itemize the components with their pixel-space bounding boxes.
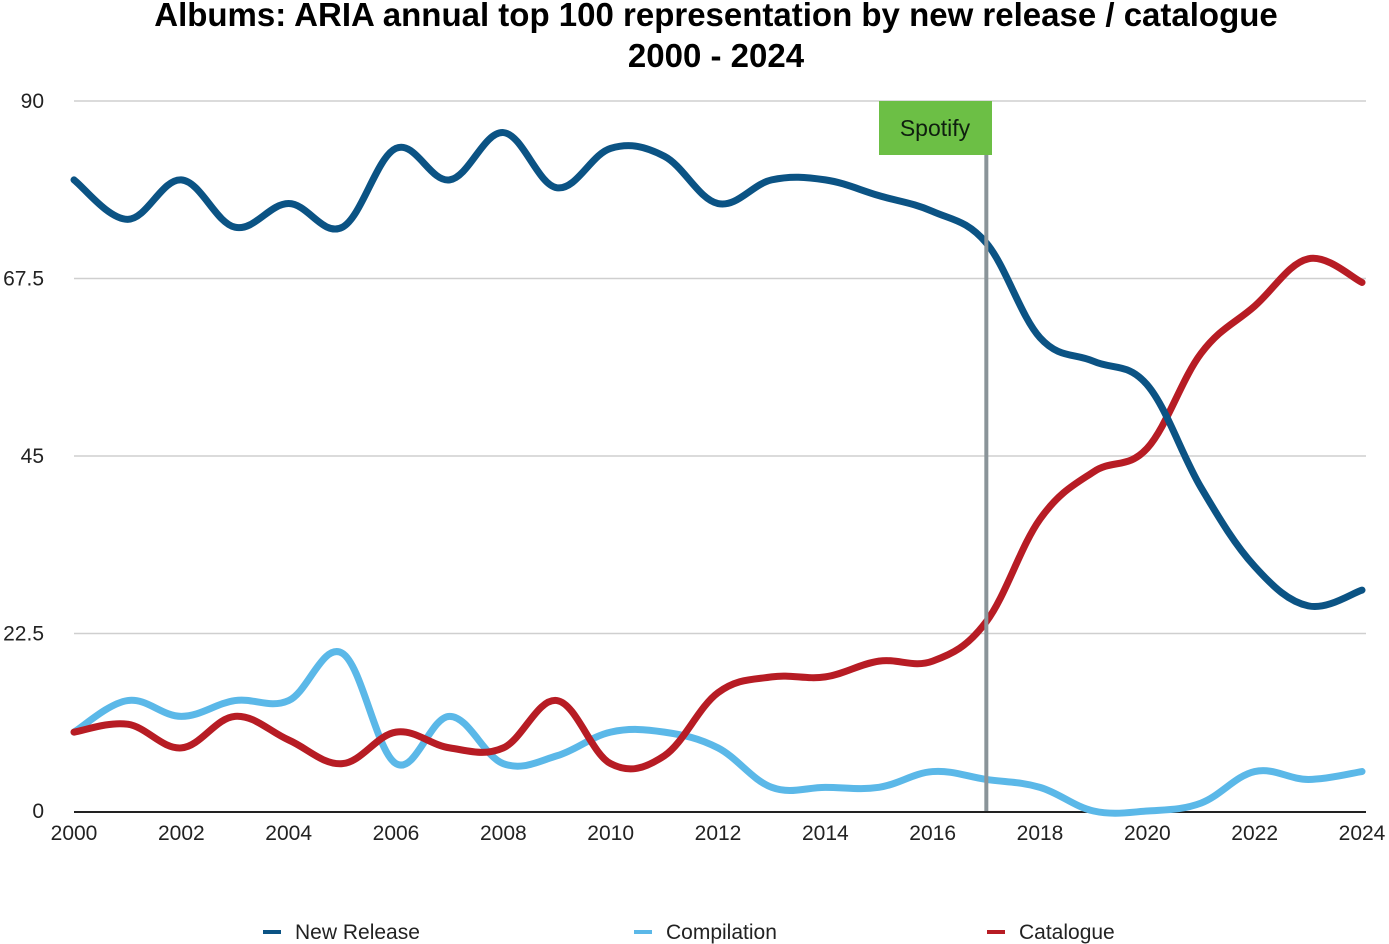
x-tick-label: 2022 xyxy=(1231,822,1278,845)
y-tick-label: 90 xyxy=(21,90,44,113)
x-tick-label: 2020 xyxy=(1124,822,1171,845)
series-line-new-release xyxy=(70,129,1366,611)
y-tick-label: 22.5 xyxy=(3,623,44,646)
series-lines xyxy=(70,129,1366,817)
x-tick-label: 2004 xyxy=(265,822,312,845)
y-tick-label: 45 xyxy=(21,445,44,468)
legend-label-catalogue: Catalogue xyxy=(1019,921,1115,944)
spotify-annotation: Spotify xyxy=(879,101,992,811)
x-tick-label: 2002 xyxy=(158,822,205,845)
x-tick-label: 2006 xyxy=(373,822,420,845)
y-tick-label: 67.5 xyxy=(3,268,44,291)
chart-subtitle: 2000 - 2024 xyxy=(628,37,805,74)
x-tick-label: 2024 xyxy=(1339,822,1386,845)
y-tick-label: 0 xyxy=(32,800,44,823)
x-tick-label: 2016 xyxy=(909,822,956,845)
x-tick-label: 2014 xyxy=(802,822,849,845)
legend: New Release Compilation Catalogue xyxy=(263,921,1115,944)
series-line-compilation xyxy=(70,648,1366,817)
x-tick-label: 2012 xyxy=(695,822,742,845)
x-tick-label: 2010 xyxy=(587,822,634,845)
x-tick-label: 2000 xyxy=(51,822,98,845)
annotation-box xyxy=(879,101,992,155)
legend-label-new-release: New Release xyxy=(295,921,420,944)
chart-title: Albums: ARIA annual top 100 representati… xyxy=(154,0,1278,33)
x-tick-label: 2008 xyxy=(480,822,527,845)
x-tick-label: 2018 xyxy=(1017,822,1064,845)
gridlines xyxy=(74,100,1366,635)
legend-label-compilation: Compilation xyxy=(666,921,777,944)
y-axis-ticks: 0 22.5 45 67.5 90 xyxy=(3,90,44,823)
annotation-label: Spotify xyxy=(900,115,971,141)
x-axis-ticks: 2000 2002 2004 2006 2008 2010 2012 2014 2016 2018… xyxy=(51,822,1386,845)
series-line-catalogue xyxy=(70,254,1366,773)
